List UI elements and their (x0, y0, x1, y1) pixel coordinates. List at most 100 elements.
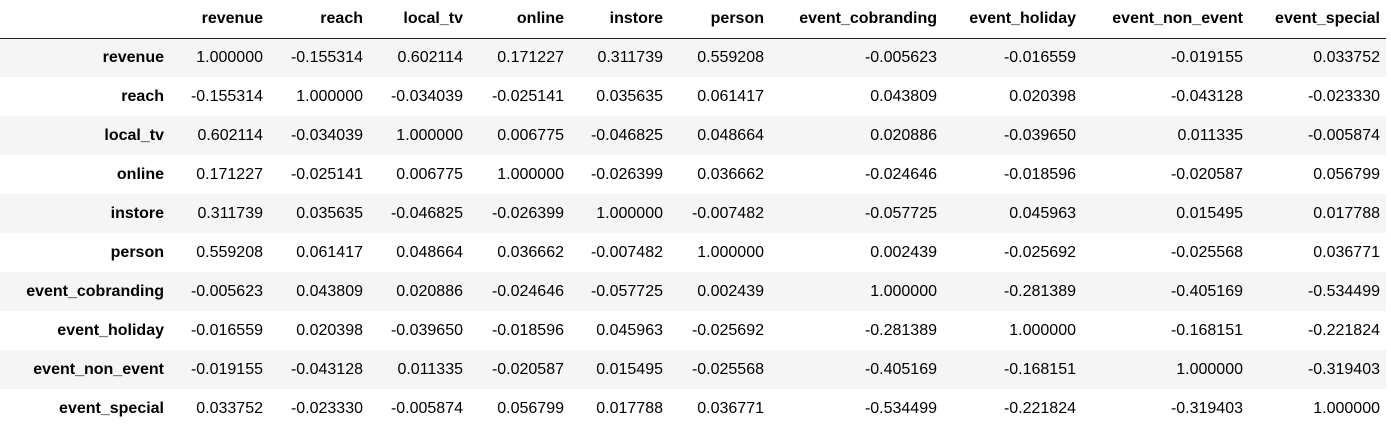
cell-value: 1.000000 (469, 155, 570, 194)
row-label: online (0, 155, 170, 194)
cell-value: -0.025692 (943, 233, 1082, 272)
cell-value: 0.043809 (269, 272, 369, 311)
table-header: revenue reach local_tv online instore person e… (0, 0, 1386, 39)
cell-value: 1.000000 (570, 194, 669, 233)
table-row: instore 0.311739 0.035635 -0.046825 -0.02639… (0, 194, 1386, 233)
table-row: person 0.559208 0.061417 0.048664 0.036662 -0… (0, 233, 1386, 272)
cell-value: -0.281389 (770, 311, 943, 350)
cell-value: -0.026399 (469, 194, 570, 233)
cell-value: -0.018596 (943, 155, 1082, 194)
column-header-instore: instore (570, 0, 669, 39)
table-row: online 0.171227 -0.025141 0.006775 1.000000-… (0, 155, 1386, 194)
cell-value: 0.045963 (570, 311, 669, 350)
cell-value: -0.155314 (269, 38, 369, 77)
cell-value: -0.039650 (943, 116, 1082, 155)
cell-value: 0.602114 (170, 116, 269, 155)
cell-value: -0.168151 (943, 350, 1082, 389)
cell-value: -0.019155 (1082, 38, 1249, 77)
cell-value: 0.002439 (669, 272, 770, 311)
cell-value: 1.000000 (269, 77, 369, 116)
cell-value: 0.048664 (669, 116, 770, 155)
cell-value: 1.000000 (669, 233, 770, 272)
cell-value: -0.026399 (570, 155, 669, 194)
table-row: local_tv 0.602114 -0.034039 1.000000 0.00677… (0, 116, 1386, 155)
cell-value: 0.035635 (570, 77, 669, 116)
cell-value: -0.034039 (269, 116, 369, 155)
row-label: event_cobranding (0, 272, 170, 311)
cell-value: 0.033752 (1249, 38, 1386, 77)
row-label: instore (0, 194, 170, 233)
cell-value: 0.011335 (1082, 116, 1249, 155)
cell-value: -0.039650 (369, 311, 469, 350)
row-label: event_holiday (0, 311, 170, 350)
cell-value: -0.007482 (669, 194, 770, 233)
cell-value: -0.405169 (1082, 272, 1249, 311)
cell-value: 1.000000 (369, 116, 469, 155)
cell-value: -0.168151 (1082, 311, 1249, 350)
cell-value: 0.020886 (369, 272, 469, 311)
cell-value: 0.559208 (669, 38, 770, 77)
cell-value: 0.017788 (570, 389, 669, 428)
row-label: person (0, 233, 170, 272)
table-row: event_holiday -0.016559 0.020398 -0.039650-… (0, 311, 1386, 350)
cell-value: 0.011335 (369, 350, 469, 389)
cell-value: -0.016559 (943, 38, 1082, 77)
cell-value: -0.046825 (570, 116, 669, 155)
cell-value: -0.019155 (170, 350, 269, 389)
cell-value: 1.000000 (943, 311, 1082, 350)
row-label: revenue (0, 38, 170, 77)
cell-value: -0.005874 (1249, 116, 1386, 155)
cell-value: 0.311739 (570, 38, 669, 77)
cell-value: -0.024646 (469, 272, 570, 311)
cell-value: 0.048664 (369, 233, 469, 272)
cell-value: -0.025568 (1082, 233, 1249, 272)
cell-value: 0.020886 (770, 116, 943, 155)
cell-value: -0.221824 (943, 389, 1082, 428)
cell-value: -0.005623 (170, 272, 269, 311)
cell-value: 0.035635 (269, 194, 369, 233)
column-header-local-tv: local_tv (369, 0, 469, 39)
cell-value: 0.043809 (770, 77, 943, 116)
index-header-corner (0, 0, 170, 39)
cell-value: 1.000000 (170, 38, 269, 77)
cell-value: 1.000000 (1082, 350, 1249, 389)
table-row: event_cobranding -0.005623 0.043809 0.02088… (0, 272, 1386, 311)
table-row: reach -0.155314 1.000000 -0.034039 -0.025141… (0, 77, 1386, 116)
cell-value: 0.006775 (369, 155, 469, 194)
cell-value: 0.033752 (170, 389, 269, 428)
cell-value: 0.017788 (1249, 194, 1386, 233)
column-header-event-holiday: event_holiday (943, 0, 1082, 39)
row-label: reach (0, 77, 170, 116)
table-row: event_non_event -0.019155 -0.043128 0.01133… (0, 350, 1386, 389)
cell-value: -0.025568 (669, 350, 770, 389)
cell-value: -0.043128 (269, 350, 369, 389)
cell-value: -0.405169 (770, 350, 943, 389)
cell-value: -0.025692 (669, 311, 770, 350)
column-header-online: online (469, 0, 570, 39)
cell-value: 0.056799 (469, 389, 570, 428)
cell-value: -0.005874 (369, 389, 469, 428)
header-row: revenue reach local_tv online instore person e… (0, 0, 1386, 39)
cell-value: -0.034039 (369, 77, 469, 116)
cell-value: -0.020587 (469, 350, 570, 389)
cell-value: 0.559208 (170, 233, 269, 272)
cell-value: -0.155314 (170, 77, 269, 116)
cell-value: 0.171227 (170, 155, 269, 194)
row-label: event_special (0, 389, 170, 428)
cell-value: -0.046825 (369, 194, 469, 233)
cell-value: -0.018596 (469, 311, 570, 350)
cell-value: -0.016559 (170, 311, 269, 350)
row-label: event_non_event (0, 350, 170, 389)
cell-value: 0.036771 (1249, 233, 1386, 272)
cell-value: -0.057725 (570, 272, 669, 311)
cell-value: -0.020587 (1082, 155, 1249, 194)
cell-value: 0.036662 (469, 233, 570, 272)
cell-value: -0.025141 (469, 77, 570, 116)
column-header-revenue: revenue (170, 0, 269, 39)
cell-value: 0.006775 (469, 116, 570, 155)
cell-value: 0.311739 (170, 194, 269, 233)
cell-value: 0.056799 (1249, 155, 1386, 194)
cell-value: -0.043128 (1082, 77, 1249, 116)
